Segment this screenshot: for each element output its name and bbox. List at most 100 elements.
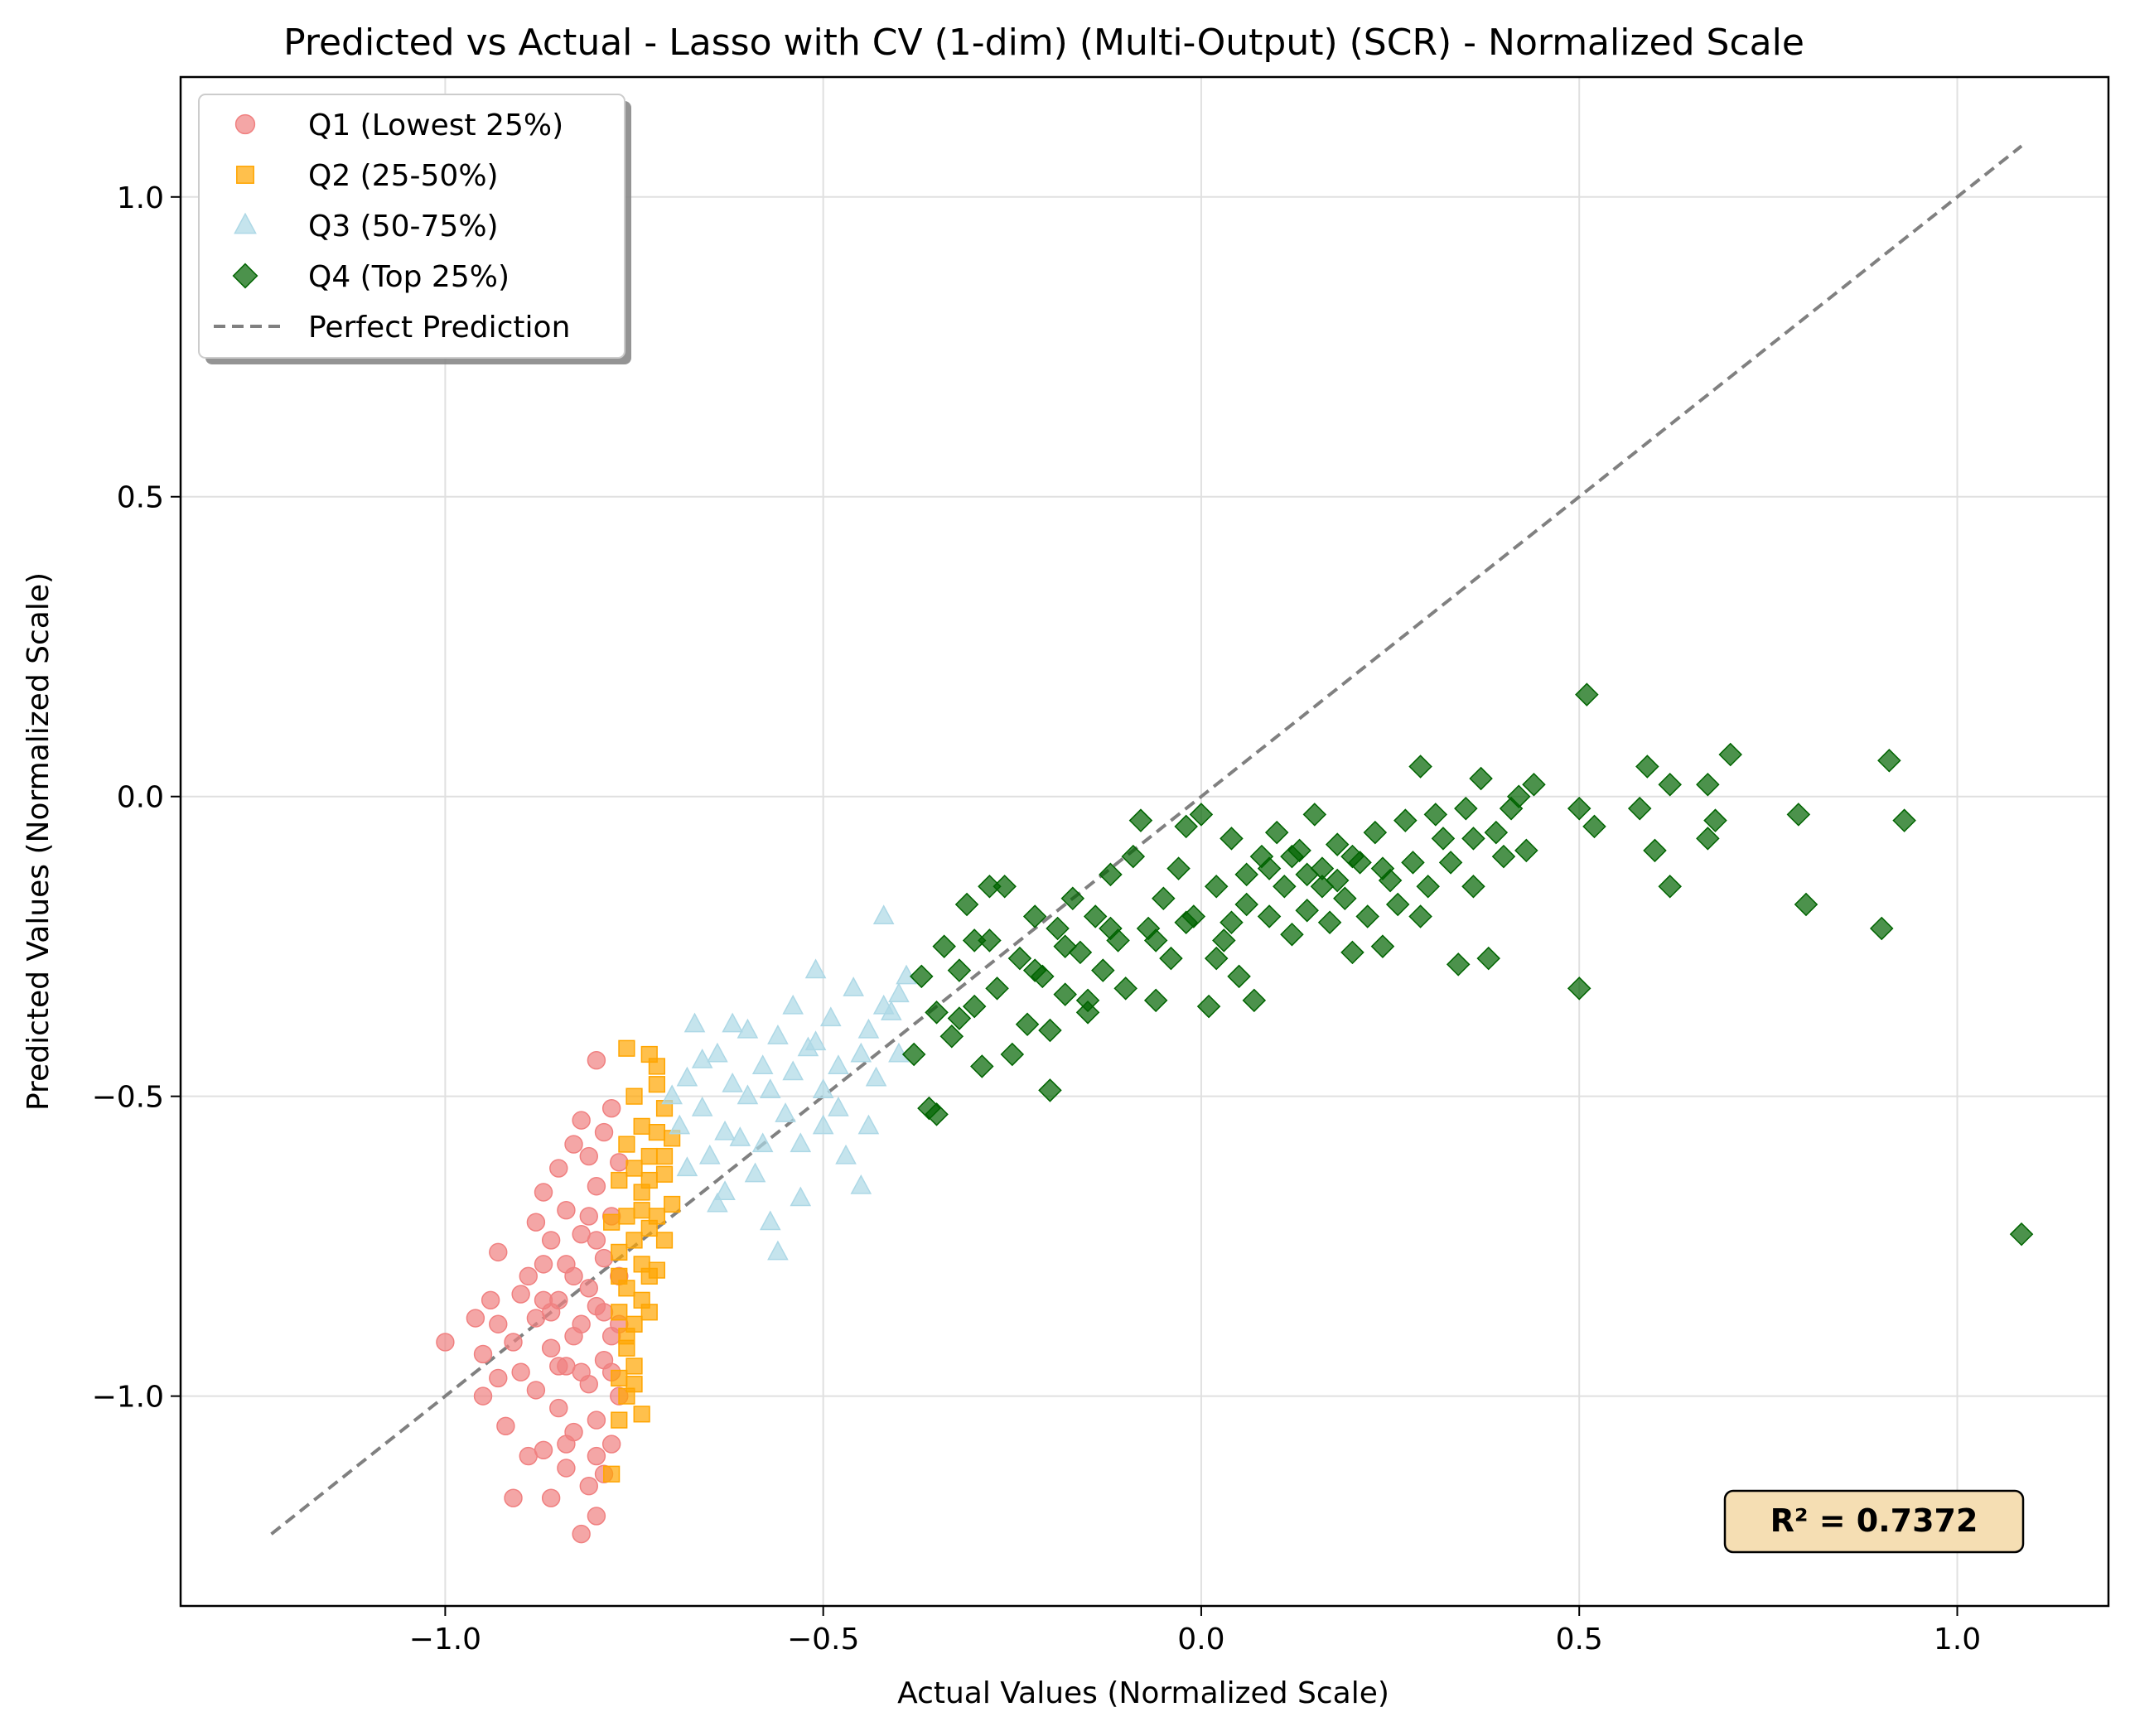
data-point <box>1461 875 1485 899</box>
data-point <box>1627 796 1652 821</box>
data-point <box>759 1210 781 1231</box>
data-point <box>1038 1018 1062 1043</box>
y-tick-label: 1.0 <box>117 181 164 215</box>
data-point <box>1113 976 1137 1001</box>
y-tick-label: −1.0 <box>92 1381 164 1415</box>
data-point <box>610 1153 629 1172</box>
data-point <box>1000 1042 1025 1067</box>
data-point <box>910 964 934 989</box>
x-axis: −1.0 −0.5 0.0 0.5 1.0 <box>409 1606 1981 1656</box>
legend-marker <box>234 113 256 135</box>
series-3 <box>661 904 917 1261</box>
data-point <box>1499 796 1524 821</box>
series-1 <box>436 1051 629 1544</box>
data-point <box>1423 803 1448 827</box>
data-point <box>1302 803 1327 827</box>
data-point <box>1363 820 1388 845</box>
data-point <box>828 1096 849 1116</box>
data-point <box>828 1054 849 1075</box>
data-point <box>954 892 979 917</box>
data-points <box>436 682 2034 1544</box>
data-point <box>1060 886 1085 911</box>
x-tick-label: −1.0 <box>409 1623 481 1656</box>
data-point <box>526 1381 546 1400</box>
data-point <box>473 1386 493 1406</box>
chart-title: Predicted vs Actual - Lasso with CV (1-d… <box>283 22 1804 64</box>
data-point <box>782 1060 804 1081</box>
data-point <box>594 1303 614 1322</box>
x-axis-title: Actual Values (Normalized Scale) <box>897 1676 1389 1710</box>
y-tick-label: 0.5 <box>117 481 164 515</box>
data-point <box>888 1042 910 1063</box>
data-point <box>1794 892 1818 917</box>
data-point <box>594 1248 614 1268</box>
data-point <box>751 1132 774 1153</box>
data-point <box>872 904 895 925</box>
data-point <box>648 1058 666 1075</box>
data-point <box>970 1054 994 1078</box>
data-point <box>436 1333 455 1352</box>
data-point <box>1446 952 1471 976</box>
data-point <box>655 1232 674 1249</box>
data-point <box>978 875 1002 899</box>
data-point <box>587 1507 606 1526</box>
data-point <box>640 1171 658 1189</box>
data-point <box>737 1018 759 1039</box>
data-point <box>549 1398 568 1418</box>
x-tick-label: 0.0 <box>1177 1623 1224 1656</box>
data-point <box>751 1054 774 1075</box>
data-point <box>481 1290 500 1310</box>
data-point <box>1128 808 1153 832</box>
x-tick-label: −0.5 <box>787 1623 859 1656</box>
data-point <box>1022 958 1047 982</box>
data-point <box>698 1144 721 1165</box>
data-point <box>618 1328 635 1345</box>
data-point <box>707 1192 728 1213</box>
data-point <box>1401 851 1425 875</box>
data-point <box>759 1078 781 1098</box>
data-point <box>1385 892 1410 917</box>
data-point <box>850 1042 872 1063</box>
data-point <box>564 1135 583 1154</box>
data-point <box>1204 946 1229 971</box>
legend-label: Q4 (Top 25%) <box>308 260 510 294</box>
data-point <box>625 1160 643 1177</box>
data-point <box>625 1357 643 1375</box>
data-point <box>1174 814 1198 839</box>
data-point <box>648 1208 666 1225</box>
data-point <box>611 1304 628 1321</box>
data-point <box>1189 803 1214 827</box>
data-point <box>1099 916 1123 941</box>
data-point <box>1091 958 1115 982</box>
data-point <box>857 1018 880 1039</box>
data-point <box>1370 856 1395 880</box>
data-point <box>1046 916 1070 941</box>
grid <box>181 77 2108 1606</box>
data-point <box>962 994 987 1019</box>
data-point <box>1099 862 1123 887</box>
data-point <box>1257 904 1282 928</box>
data-point <box>557 1201 576 1220</box>
data-point <box>611 1411 628 1429</box>
data-point <box>1143 928 1168 952</box>
data-point <box>534 1440 553 1459</box>
data-point <box>511 1362 530 1382</box>
legend-marker <box>234 212 257 234</box>
data-point <box>648 1076 666 1093</box>
data-point <box>579 1207 598 1226</box>
data-point <box>1582 814 1606 839</box>
data-point <box>1476 946 1500 971</box>
data-point <box>1408 755 1432 779</box>
data-point <box>896 964 917 985</box>
data-point <box>473 1344 493 1364</box>
data-point <box>1438 851 1463 875</box>
data-point <box>888 982 910 1003</box>
data-point <box>939 1025 964 1049</box>
data-point <box>872 994 895 1015</box>
data-point <box>722 1072 743 1092</box>
data-point <box>1143 988 1168 1013</box>
data-point <box>1159 946 1183 971</box>
data-point <box>618 1136 635 1153</box>
data-point <box>1416 875 1440 899</box>
series-4 <box>901 682 2034 1247</box>
